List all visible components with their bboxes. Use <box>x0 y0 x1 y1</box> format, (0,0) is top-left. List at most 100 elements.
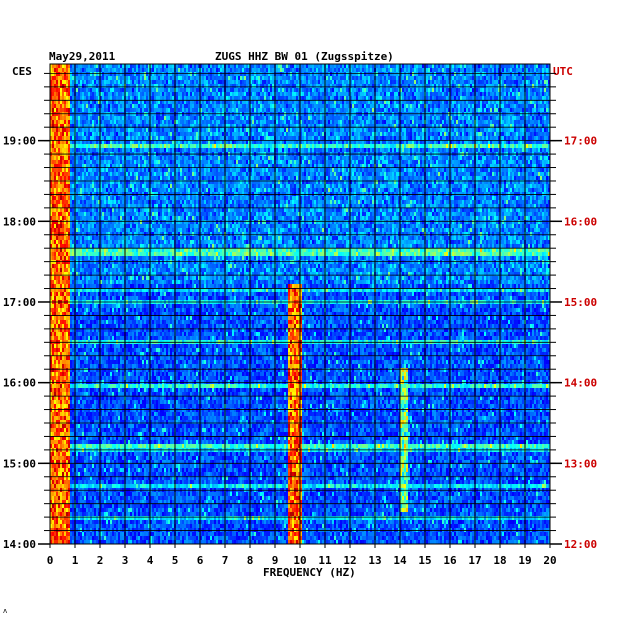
spectrogram-cell <box>542 92 544 96</box>
spectrogram-cell <box>120 108 122 112</box>
spectrogram-cell <box>358 68 360 72</box>
spectrogram-cell <box>458 72 460 76</box>
spectrogram-cell <box>366 124 368 128</box>
spectrogram-cell <box>448 128 450 132</box>
spectrogram-cell <box>498 136 500 140</box>
spectrogram-cell <box>166 136 168 140</box>
spectrogram-cell <box>520 72 522 76</box>
spectrogram-cell <box>266 116 268 120</box>
spectrogram-cell <box>470 116 472 120</box>
spectrogram-cell <box>490 104 492 108</box>
spectrogram-cell <box>394 104 396 108</box>
spectrogram-cell <box>540 136 542 140</box>
spectrogram-cell <box>366 140 368 144</box>
spectrogram-cell <box>446 104 448 108</box>
spectrogram-cell <box>50 116 52 120</box>
spectrogram-cell <box>520 128 522 132</box>
spectrogram-cell <box>198 84 200 88</box>
spectrogram-cell <box>248 104 250 108</box>
spectrogram-cell <box>248 72 250 76</box>
spectrogram-cell <box>150 88 152 92</box>
spectrogram-cell <box>410 124 412 128</box>
spectrogram-cell <box>444 88 446 92</box>
spectrogram-cell <box>380 80 382 84</box>
spectrogram-cell <box>528 84 530 88</box>
spectrogram-cell <box>468 92 470 96</box>
spectrogram-cell <box>178 104 180 108</box>
spectrogram-cell <box>458 76 460 80</box>
spectrogram-cell <box>406 124 408 128</box>
spectrogram-cell <box>220 108 222 112</box>
spectrogram-cell <box>312 76 314 80</box>
spectrogram-cell <box>438 116 440 120</box>
spectrogram-cell <box>262 84 264 88</box>
spectrogram-cell <box>138 124 140 128</box>
spectrogram-cell <box>208 124 210 128</box>
spectrogram-cell <box>260 132 262 136</box>
spectrogram-cell <box>328 84 330 88</box>
spectrogram-cell <box>178 64 180 68</box>
spectrogram-cell <box>168 128 170 132</box>
spectrogram-cell <box>376 140 378 144</box>
spectrogram-cell <box>212 108 214 112</box>
spectrogram-cell <box>296 92 298 96</box>
spectrogram-cell <box>64 72 66 76</box>
spectrogram-cell <box>54 88 56 92</box>
spectrogram-cell <box>68 140 70 144</box>
spectrogram-cell <box>358 72 360 76</box>
spectrogram-cell <box>316 96 318 100</box>
spectrogram-cell <box>182 76 184 80</box>
spectrogram-cell <box>292 120 294 124</box>
spectrogram-cell <box>376 68 378 72</box>
spectrogram-cell <box>544 124 546 128</box>
spectrogram-cell <box>66 128 68 132</box>
spectrogram-cell <box>494 80 496 84</box>
spectrogram-cell <box>60 96 62 100</box>
spectrogram-cell <box>248 132 250 136</box>
spectrogram-cell <box>466 84 468 88</box>
spectrogram-cell <box>308 136 310 140</box>
spectrogram-cell <box>366 88 368 92</box>
spectrogram-cell <box>88 108 90 112</box>
spectrogram-cell <box>368 80 370 84</box>
spectrogram-cell <box>84 132 86 136</box>
spectrogram-cell <box>348 100 350 104</box>
spectrogram-cell <box>70 64 72 68</box>
spectrogram-cell <box>386 88 388 92</box>
spectrogram-cell <box>536 108 538 112</box>
spectrogram-cell <box>152 104 154 108</box>
spectrogram-cell <box>548 104 550 108</box>
spectrogram-cell <box>126 84 128 88</box>
spectrogram-cell <box>102 84 104 88</box>
spectrogram-cell <box>282 116 284 120</box>
spectrogram-cell <box>330 136 332 140</box>
spectrogram-cell <box>176 76 178 80</box>
spectrogram-cell <box>436 80 438 84</box>
spectrogram-cell <box>372 132 374 136</box>
spectrogram-cell <box>178 140 180 144</box>
spectrogram-cell <box>442 68 444 72</box>
spectrogram-cell <box>54 96 56 100</box>
spectrogram-cell <box>334 132 336 136</box>
spectrogram-cell <box>382 72 384 76</box>
spectrogram-cell <box>420 64 422 68</box>
spectrogram-cell <box>402 64 404 68</box>
spectrogram-cell <box>192 108 194 112</box>
spectrogram-cell <box>264 108 266 112</box>
spectrogram-cell <box>264 140 266 144</box>
spectrogram-cell <box>544 72 546 76</box>
spectrogram-cell <box>98 108 100 112</box>
spectrogram-cell <box>496 104 498 108</box>
spectrogram-cell <box>358 64 360 68</box>
spectrogram-cell <box>516 84 518 88</box>
spectrogram-cell <box>150 140 152 144</box>
spectrogram-cell <box>512 104 514 108</box>
spectrogram-cell <box>260 120 262 124</box>
spectrogram-cell <box>436 108 438 112</box>
spectrogram-cell <box>396 96 398 100</box>
spectrogram-cells <box>50 64 550 544</box>
spectrogram-cell <box>198 136 200 140</box>
spectrogram-cell <box>472 72 474 76</box>
spectrogram-cell <box>226 96 228 100</box>
spectrogram-cell <box>132 136 134 140</box>
